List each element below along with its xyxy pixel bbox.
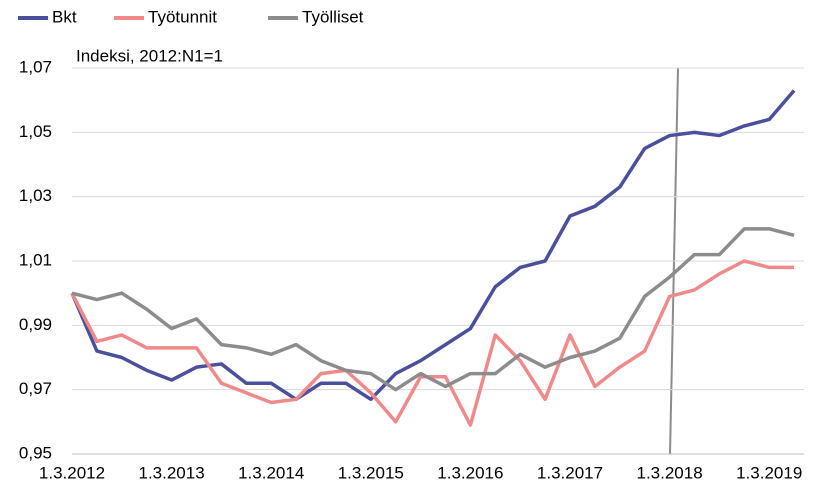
series-line [70,89,796,402]
chart-subtitle: Indeksi, 2012:N1=1 [76,46,223,65]
x-tick-label: 1.3.2013 [139,463,205,482]
x-tick-label: 1.3.2016 [437,463,503,482]
y-tick-label: 0,97 [19,379,52,398]
y-tick-label: 1,03 [19,186,52,205]
legend-label: Työtunnit [148,7,217,26]
y-tick-label: 1,01 [19,250,52,269]
x-tick-label: 1.3.2014 [238,463,304,482]
series-line [71,227,795,392]
x-tick-label: 1.3.2015 [338,463,404,482]
y-tick-label: 0,99 [19,315,52,334]
x-tick-label: 1.3.2018 [637,463,703,482]
y-tick-label: 0,95 [19,443,52,462]
legend-label: Bkt [52,7,77,26]
x-tick-label: 1.3.2017 [537,463,603,482]
series-line [70,259,795,427]
legend-label: Työlliset [302,7,364,26]
x-tick-label: 1.3.2019 [736,463,802,482]
y-tick-label: 1,07 [19,57,52,76]
y-tick-label: 1,05 [19,122,52,141]
x-tick-label: 1.3.2012 [39,463,105,482]
